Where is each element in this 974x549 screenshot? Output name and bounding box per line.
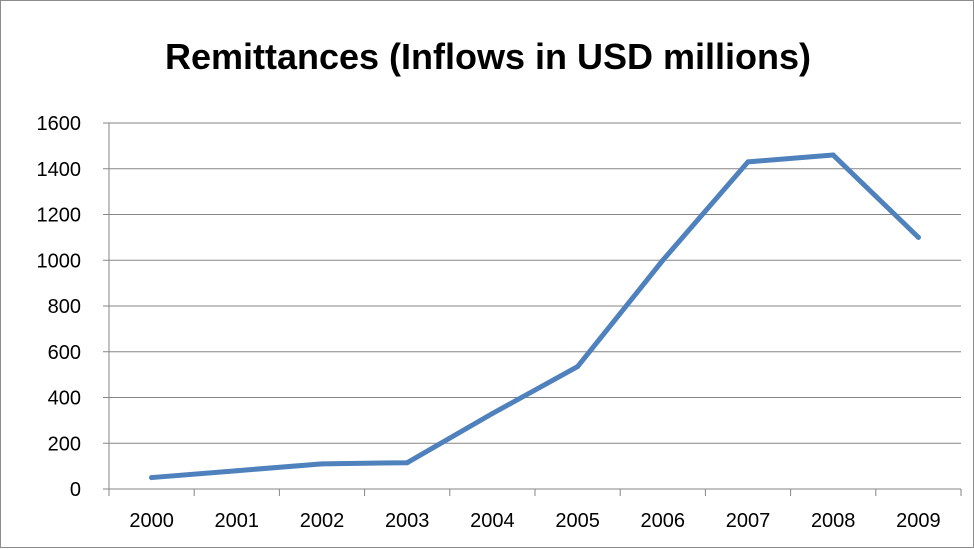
x-tick-label-2001: 2001: [215, 510, 260, 532]
x-tick-label-2009: 2009: [896, 510, 941, 532]
x-tick-label-2006: 2006: [641, 510, 686, 532]
y-tick-label: 1400: [37, 159, 82, 181]
chart-title: Remittances (Inflows in USD millions): [164, 36, 812, 77]
data-point-2008: [830, 152, 836, 158]
data-point-2003: [404, 460, 410, 466]
y-tick-label: 200: [48, 433, 81, 455]
x-tick-label-2007: 2007: [726, 510, 771, 532]
data-point-2005: [575, 364, 581, 370]
x-tick-label-2002: 2002: [300, 510, 345, 532]
y-tick-label: 800: [48, 296, 81, 318]
y-tick-label: 1000: [37, 250, 82, 272]
y-tick-label: 1600: [37, 113, 82, 135]
data-point-2009: [915, 234, 921, 240]
data-point-2004: [489, 411, 495, 417]
data-point-2006: [660, 257, 666, 263]
y-tick-label: 600: [48, 342, 81, 364]
y-tick-label: 1200: [37, 205, 82, 227]
data-point-2007: [745, 159, 751, 165]
x-tick-label-2008: 2008: [811, 510, 856, 532]
x-tick-label-2003: 2003: [385, 510, 430, 532]
x-tick-label-2005: 2005: [555, 510, 600, 532]
data-point-2001: [234, 468, 240, 474]
series-line-0: [149, 152, 921, 481]
data-point-2000: [149, 475, 155, 481]
x-tick-label-2000: 2000: [129, 510, 174, 532]
y-tick-label: 0: [70, 479, 81, 501]
data-point-2002: [319, 461, 325, 467]
y-tick-label: 400: [48, 388, 81, 410]
x-tick-label-2004: 2004: [470, 510, 515, 532]
